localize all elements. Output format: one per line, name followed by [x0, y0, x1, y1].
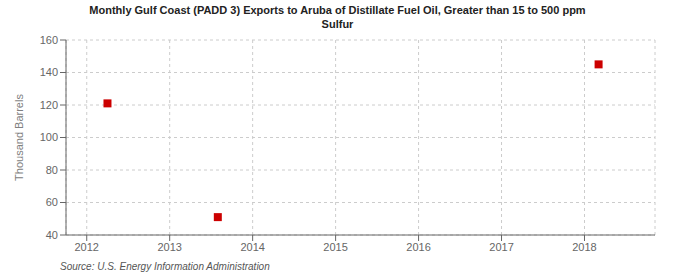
html-text:Source: U.S. Energy Informatio: Source: U.S. Energy Information Administ…	[60, 261, 270, 272]
svg-text:2015: 2015	[323, 241, 347, 253]
svg-text:100: 100	[40, 131, 58, 143]
svg-text:2014: 2014	[240, 241, 264, 253]
svg-text:120: 120	[40, 99, 58, 111]
svg-text:2016: 2016	[406, 241, 430, 253]
svg-text:Thousand Barrels: Thousand Barrels	[13, 94, 25, 181]
svg-text:160: 160	[40, 34, 58, 46]
svg-text:40: 40	[46, 229, 58, 241]
svg-text:80: 80	[46, 164, 58, 176]
html-text:Monthly Gulf Coast (PADD 3) Ex: Monthly Gulf Coast (PADD 3) Exports to A…	[89, 4, 586, 16]
svg-text:2017: 2017	[489, 241, 513, 253]
svg-text:2013: 2013	[157, 241, 181, 253]
svg-text:140: 140	[40, 66, 58, 78]
svg-text:2018: 2018	[572, 241, 596, 253]
svg-text:2012: 2012	[74, 241, 98, 253]
html-text:Sulfur: Sulfur	[321, 18, 354, 30]
svg-text:60: 60	[46, 196, 58, 208]
